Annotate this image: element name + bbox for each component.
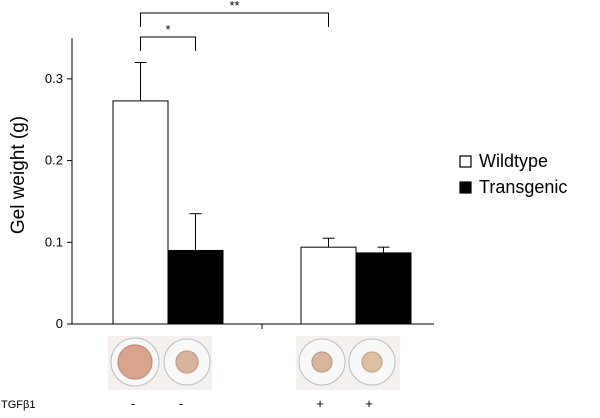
gel-well-3 [298, 338, 346, 386]
significance-bracket-1 [140, 36, 196, 51]
significance-brackets: *** [140, 0, 329, 51]
legend-label-transgenic: Transgenic [479, 177, 567, 197]
legend: Wildtype Transgenic [459, 151, 567, 197]
bars [112, 100, 412, 325]
bar-transgenic-1 [167, 249, 224, 325]
y-tick-label: 0.3 [45, 71, 63, 86]
y-tick-label: 0.2 [45, 153, 63, 168]
y-ticks: 0 0.1 0.2 0.3 [45, 71, 72, 331]
bar-wildtype-2 [300, 246, 357, 325]
treatment-sign-3: + [316, 396, 324, 411]
treatment-label: TGFβ1 [1, 399, 35, 411]
legend-label-wildtype: Wildtype [479, 151, 548, 171]
significance-label-1: * [165, 22, 170, 37]
significance-label-2: ** [229, 0, 239, 13]
y-axis-title: Gel weight (g) [8, 116, 29, 234]
significance-bracket-2 [140, 12, 329, 27]
y-tick-label: 0 [56, 316, 63, 331]
treatment-sign-1: - [131, 396, 135, 411]
treatment-sign-2: - [179, 396, 183, 411]
gel-well-1 [110, 337, 160, 387]
gel-well-4 [348, 338, 396, 386]
legend-swatch-wildtype [459, 155, 472, 168]
bar-wildtype-1 [112, 100, 169, 325]
gel-well-2 [163, 338, 211, 386]
legend-swatch-transgenic [459, 181, 472, 194]
bar-transgenic-2 [355, 252, 412, 325]
treatment-sign-4: + [365, 396, 373, 411]
error-bars [134, 62, 390, 253]
gel-photo-strip [108, 336, 400, 390]
y-tick-label: 0.1 [45, 234, 63, 249]
